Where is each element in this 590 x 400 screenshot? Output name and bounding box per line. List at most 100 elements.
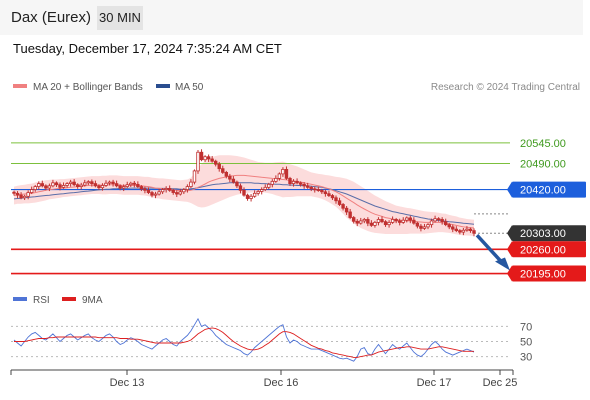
level-tag-pivot bbox=[512, 181, 586, 198]
candle-body bbox=[291, 180, 296, 184]
x-tick-label: Dec 17 bbox=[417, 377, 452, 389]
candle-body bbox=[433, 218, 437, 222]
candle-body bbox=[401, 219, 405, 223]
level-label-resistance: 20545.00 bbox=[520, 138, 566, 150]
candle-body bbox=[259, 189, 264, 192]
candle-body bbox=[443, 221, 448, 226]
candle-body bbox=[362, 219, 367, 222]
candle-body bbox=[132, 182, 137, 185]
ma50-legend-label: MA 50 bbox=[175, 82, 204, 93]
rsi-ma-line bbox=[14, 327, 474, 358]
x-tick-label: Dec 13 bbox=[110, 377, 145, 389]
candle-body bbox=[412, 219, 416, 224]
candle-body bbox=[330, 195, 335, 199]
level-tag-pointer bbox=[507, 241, 512, 258]
candle-body bbox=[185, 186, 190, 190]
candle-body bbox=[75, 184, 80, 187]
candle-body bbox=[182, 189, 186, 193]
level-tag-support bbox=[512, 265, 586, 282]
candle-body bbox=[405, 217, 409, 221]
candle-body bbox=[47, 185, 52, 189]
candle-body bbox=[242, 189, 246, 196]
rsi-panel: 70 50 30 bbox=[11, 317, 532, 364]
x-tick-label: Dec 16 bbox=[264, 377, 299, 389]
candle-body bbox=[100, 185, 105, 189]
candle-body bbox=[192, 170, 197, 183]
candle-body bbox=[79, 184, 83, 187]
candle-body bbox=[256, 191, 260, 194]
candle-body bbox=[150, 192, 154, 196]
candle-body bbox=[213, 160, 218, 165]
candle-body bbox=[344, 207, 349, 213]
candle-body bbox=[86, 181, 91, 184]
rsi-legend-swatch bbox=[13, 297, 27, 301]
candle-body bbox=[337, 200, 342, 205]
candle-body bbox=[316, 189, 321, 191]
candle-body bbox=[270, 180, 275, 185]
timeframe-button[interactable]: 30 MIN bbox=[97, 6, 143, 30]
candle-body bbox=[298, 182, 303, 185]
candle-body bbox=[97, 185, 101, 189]
candle-body bbox=[22, 195, 27, 199]
candle-body bbox=[199, 151, 204, 161]
level-tag-pointer bbox=[507, 181, 512, 198]
candle-body bbox=[210, 158, 214, 162]
candle-body bbox=[383, 221, 388, 226]
rsi-ma-legend-label: 9MA bbox=[82, 295, 103, 306]
bollinger-legend-label: MA 20 + Bollinger Bands bbox=[33, 82, 143, 93]
candle-body bbox=[167, 188, 172, 191]
candle-body bbox=[104, 182, 108, 186]
candle-body bbox=[295, 180, 299, 184]
candle-body bbox=[61, 185, 66, 188]
bollinger-legend-swatch bbox=[13, 84, 27, 88]
candle-body bbox=[146, 189, 151, 193]
candle-body bbox=[143, 188, 147, 191]
candle-body bbox=[235, 181, 239, 187]
candle-body bbox=[440, 219, 444, 223]
candle-body bbox=[422, 226, 427, 229]
candle-body bbox=[390, 219, 395, 223]
candle-body bbox=[458, 230, 462, 233]
ma50-line bbox=[13, 182, 475, 225]
candle-body bbox=[465, 228, 469, 231]
x-axis: Dec 13 Dec 16 Dec 17 Dec 25 bbox=[10, 369, 517, 389]
candle-body bbox=[426, 224, 430, 228]
candle-body bbox=[65, 183, 69, 186]
candle-body bbox=[153, 193, 158, 196]
candle-body bbox=[175, 192, 179, 195]
candle-body bbox=[51, 182, 55, 187]
bollinger-band-area bbox=[14, 155, 474, 237]
candle-body bbox=[369, 222, 374, 226]
candle-body bbox=[472, 230, 476, 234]
arrow-shaft bbox=[475, 234, 505, 265]
level-label-resistance: 20490.00 bbox=[520, 158, 566, 170]
level-label-support: 20260.00 bbox=[520, 244, 566, 256]
candle-body bbox=[302, 183, 306, 187]
candle-body bbox=[125, 184, 129, 187]
candle-body bbox=[348, 211, 352, 218]
candle-body bbox=[252, 192, 257, 197]
candle-body bbox=[387, 222, 391, 226]
candle-body bbox=[376, 219, 381, 223]
candle-body bbox=[274, 177, 278, 182]
level-tag-pointer bbox=[507, 265, 512, 282]
level-label-last: 20303.00 bbox=[520, 228, 566, 240]
candle-body bbox=[309, 186, 313, 190]
candle-body bbox=[454, 228, 459, 232]
candle-body bbox=[121, 186, 126, 189]
candle-body bbox=[217, 163, 221, 170]
rsi-ma-legend-swatch bbox=[62, 297, 76, 301]
candle-body bbox=[231, 178, 236, 183]
rsi-tick-label: 30 bbox=[520, 352, 532, 364]
candle-body bbox=[341, 204, 345, 209]
candle-body bbox=[228, 175, 232, 180]
candle-body bbox=[436, 218, 441, 221]
candle-body bbox=[37, 183, 41, 187]
candle-body bbox=[93, 183, 98, 187]
price-levels bbox=[11, 142, 586, 275]
candle-body bbox=[157, 191, 161, 195]
candle-body bbox=[129, 182, 133, 186]
candle-body bbox=[83, 182, 87, 186]
level-tag-last bbox=[512, 225, 586, 242]
candle-body bbox=[408, 217, 413, 221]
